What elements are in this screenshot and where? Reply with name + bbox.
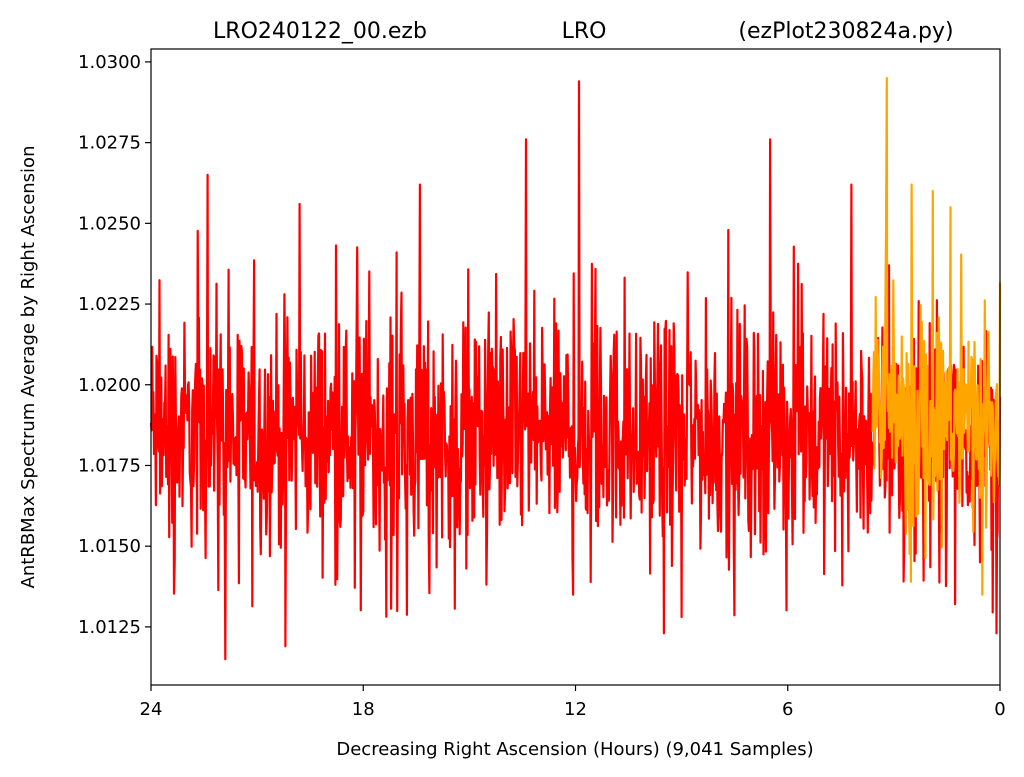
x-tick-label: 0 bbox=[994, 699, 1005, 720]
chart-title-right: (ezPlot230824a.py) bbox=[738, 19, 953, 44]
x-axis: 24 18 12 6 0 bbox=[140, 685, 1006, 720]
plot-series bbox=[149, 77, 1002, 661]
chart-title-center: LRO bbox=[562, 19, 607, 44]
x-tick-label: 12 bbox=[564, 699, 587, 720]
series-0 bbox=[149, 80, 1002, 661]
chart-title: LRO240122_00.ezb LRO (ezPlot230824a.py) bbox=[213, 19, 954, 44]
x-tick-label: 18 bbox=[352, 699, 375, 720]
y-tick-label: 1.0225 bbox=[78, 294, 141, 315]
x-tick-label: 24 bbox=[140, 699, 163, 720]
y-tick-label: 1.0200 bbox=[78, 375, 141, 396]
y-tick-label: 1.0150 bbox=[78, 536, 141, 557]
series-0-line bbox=[149, 80, 1002, 661]
y-tick-label: 1.0125 bbox=[78, 617, 141, 638]
x-tick-label: 6 bbox=[782, 699, 793, 720]
y-tick-label: 1.0250 bbox=[78, 213, 141, 234]
y-tick-label: 1.0300 bbox=[78, 52, 141, 73]
x-axis-label: Decreasing Right Ascension (Hours) (9,04… bbox=[336, 739, 813, 760]
chart-title-left: LRO240122_00.ezb bbox=[213, 19, 427, 44]
series-1-line bbox=[871, 77, 1002, 596]
y-tick-label: 1.0275 bbox=[78, 133, 141, 154]
y-axis-label: AntRBMax Spectrum Average by Right Ascen… bbox=[18, 146, 39, 589]
y-axis: 1.0125 1.0150 1.0175 1.0200 1.0225 1.0250 1.02… bbox=[78, 52, 151, 638]
series-1 bbox=[871, 77, 1002, 596]
y-tick-label: 1.0175 bbox=[78, 455, 141, 476]
